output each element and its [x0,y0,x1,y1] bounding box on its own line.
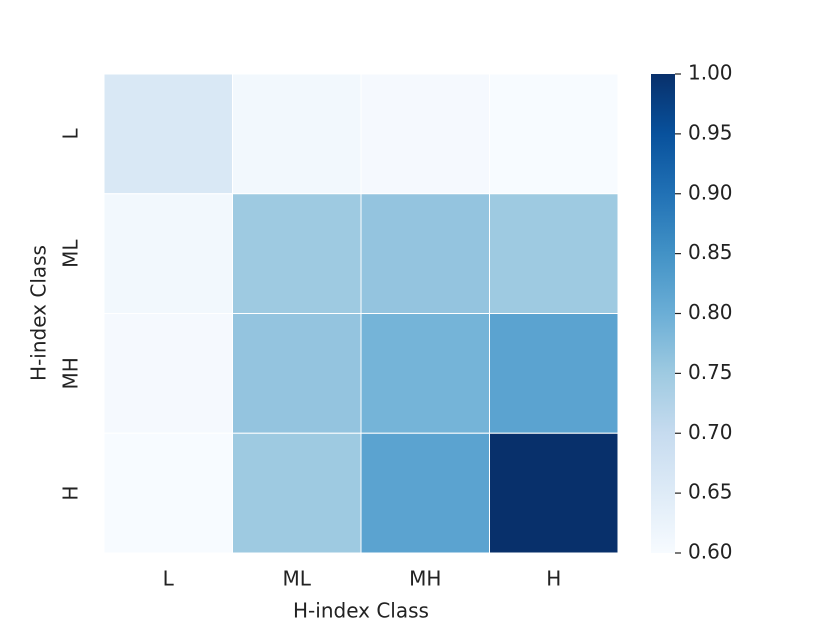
x-axis-label: H-index Class [293,599,429,623]
y-tick-label: L [59,127,83,139]
x-tick-label: H [546,567,561,591]
heatmap-cell [232,313,362,434]
heatmap-cell [103,432,233,554]
heatmap-cell [232,193,362,314]
colorbar-tick-label: 0.95 [688,120,733,144]
y-tick-label: ML [59,239,83,268]
colorbar [651,74,675,553]
colorbar-tick-label: 0.65 [688,480,733,504]
heatmap-cell [232,73,362,195]
x-tick-label: L [163,567,175,591]
heatmap-cell [489,313,619,434]
y-tick-label: H [59,486,83,501]
heatmap-cell [489,73,619,195]
colorbar-tick-label: 0.75 [688,360,733,384]
heatmap-cell [103,313,233,434]
y-tick-label: MH [59,357,83,389]
colorbar-tick-label: 0.90 [688,180,733,204]
colorbar-tick-label: 0.85 [688,240,733,264]
heatmap-cell [232,432,362,554]
heatmap-cell [489,193,619,314]
colorbar-tick-label: 0.60 [688,540,733,564]
colorbar-tick-label: 1.00 [688,61,733,85]
heatmap-cell [103,193,233,314]
heatmap-cell [489,432,619,554]
colorbar-tick-label: 0.80 [688,300,733,324]
y-axis-label: H-index Class [27,245,51,381]
heatmap-cell [360,193,490,314]
heatmap-cell [360,432,490,554]
heatmap-cell [360,73,490,195]
heatmap-cell [360,313,490,434]
x-tick-label: ML [283,567,312,591]
colorbar-tick-label: 0.70 [688,420,733,444]
x-tick-label: MH [409,567,441,591]
heatmap-cell [103,73,233,195]
